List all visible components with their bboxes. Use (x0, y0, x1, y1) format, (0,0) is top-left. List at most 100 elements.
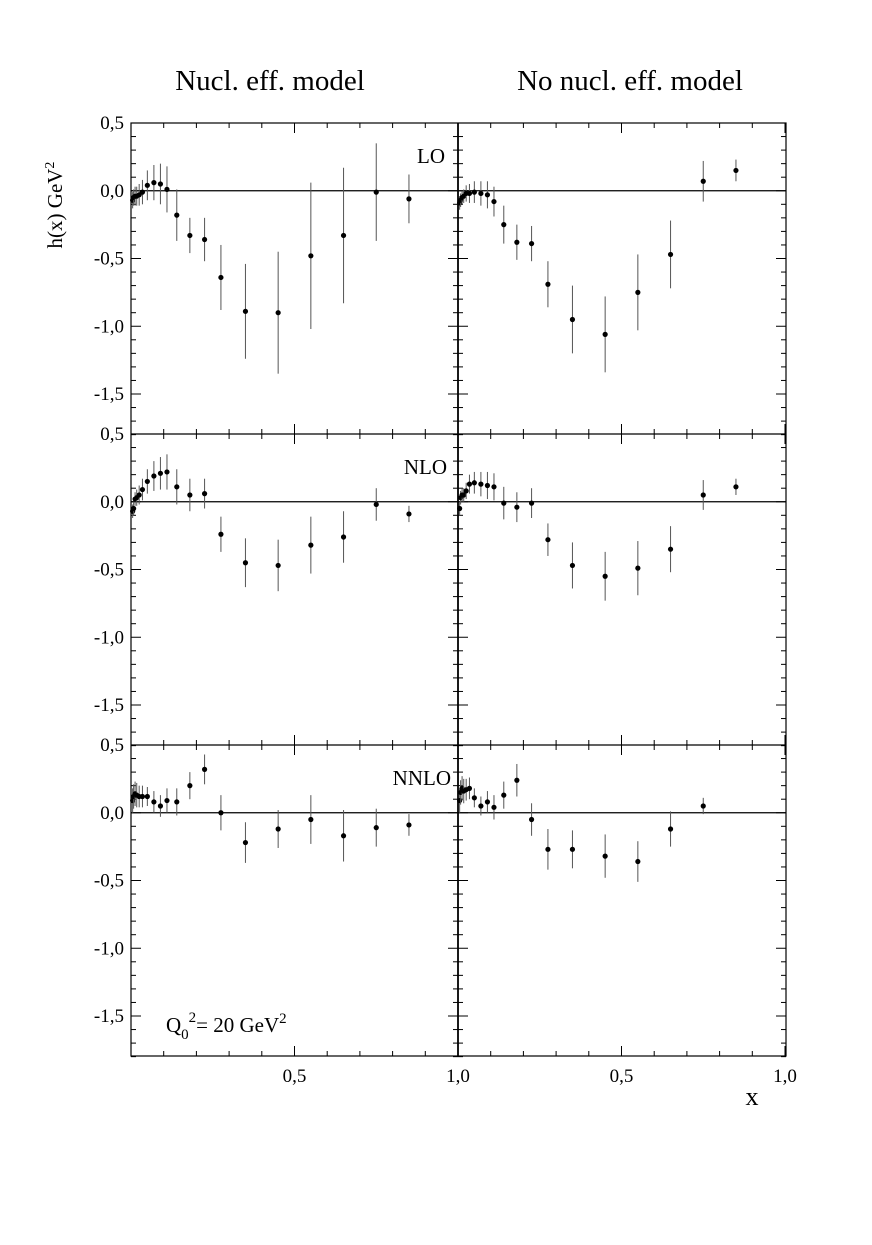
x-axis-label: x (746, 1082, 759, 1111)
tick-labels: 0,5 0,0 -0,5 -1,0 -1,5 0,5 0,0 -0,5 -1,0 -1,5 0,5 0… (94, 113, 797, 1087)
data-point (501, 792, 507, 798)
data-point (733, 484, 739, 490)
data-point (406, 511, 412, 517)
data-point (466, 785, 473, 791)
data-point (201, 236, 208, 243)
x-tick-label: 0,5 (283, 1066, 307, 1087)
y-tick-label: 0,0 (100, 181, 124, 202)
data-point (144, 478, 150, 485)
data-point (131, 505, 137, 512)
data-point (308, 253, 314, 259)
data-point (340, 232, 347, 239)
data-point (635, 289, 641, 295)
data-point (275, 562, 281, 569)
column-title-left: Nucl. eff. model (175, 65, 365, 97)
panel-frames (130, 122, 787, 1057)
data-point (545, 537, 551, 543)
data-point (201, 491, 208, 497)
data-point (700, 492, 706, 498)
data-point (457, 505, 463, 512)
y-tick-label: -1,5 (94, 1006, 124, 1027)
data-point (501, 222, 507, 228)
data-point (700, 178, 706, 184)
data-point (491, 484, 497, 490)
y-tick-label: 0,0 (100, 492, 124, 513)
data-point (164, 797, 170, 804)
scale-annotation: Q02= 20 GeV2 (166, 1010, 287, 1043)
data-point (700, 803, 706, 809)
data-point (491, 198, 497, 205)
y-tick-label: -1,5 (94, 695, 124, 716)
data-point (218, 531, 224, 537)
data-point (144, 793, 150, 800)
data-point (514, 239, 520, 245)
data-point (733, 167, 739, 174)
data-point (308, 542, 314, 548)
y-tick-label: -1,5 (94, 384, 124, 405)
data-point (484, 799, 491, 805)
data-point (308, 816, 314, 823)
data-point (174, 799, 180, 805)
data-point (242, 839, 249, 846)
data-point (463, 488, 469, 494)
data-point (635, 565, 641, 571)
data-point (667, 546, 674, 552)
data-point (174, 212, 180, 218)
data-point (139, 486, 146, 493)
y-tick-label: -1,0 (94, 627, 124, 648)
data-point (471, 189, 477, 195)
data-point (478, 190, 484, 197)
data-point (144, 182, 150, 188)
y-tick-label: -1,0 (94, 316, 124, 337)
data-point (471, 480, 477, 486)
data-point (514, 504, 520, 510)
data-point (478, 803, 484, 809)
column-title-right: No nucl. eff. model (517, 65, 743, 97)
data-point (406, 822, 412, 828)
panel-label-nlo: NLO (404, 455, 447, 479)
data-point (528, 240, 535, 247)
data-point (602, 853, 608, 859)
x-tick-label: 0,5 (610, 1066, 634, 1087)
data-point (164, 186, 170, 192)
data-point (275, 310, 281, 316)
x-tick-label: 1,0 (773, 1066, 797, 1087)
data-point (484, 192, 491, 198)
data-point (174, 484, 180, 490)
data-point (491, 804, 497, 810)
data-point (471, 795, 477, 801)
y-axis-label: h(x) GeV2 (43, 162, 67, 249)
data-point (461, 492, 467, 498)
y-tick-label: 0,5 (100, 735, 124, 756)
y-tick-label: 0,5 (100, 424, 124, 445)
data-point (151, 473, 157, 479)
data-point (218, 274, 224, 281)
y-tick-label: 0,0 (100, 803, 124, 824)
data-point (514, 777, 520, 783)
data-point (528, 816, 535, 823)
data-point (340, 534, 347, 540)
data-point (139, 189, 146, 195)
y-tick-label: -0,5 (94, 871, 124, 892)
data-point (136, 492, 142, 498)
data-point (569, 846, 576, 852)
data-point (528, 500, 535, 506)
data-point (164, 469, 170, 475)
y-tick-label: -0,5 (94, 560, 124, 581)
data-points (130, 143, 739, 882)
data-point (340, 833, 347, 839)
data-point (406, 196, 412, 202)
data-point (187, 783, 193, 789)
data-point (569, 316, 576, 323)
data-point (373, 501, 379, 508)
data-point (151, 799, 157, 805)
data-point (501, 500, 507, 506)
data-point (218, 810, 224, 816)
data-point (478, 481, 484, 487)
data-point (373, 189, 379, 195)
data-point (242, 308, 249, 314)
data-point (667, 251, 674, 258)
data-point (569, 562, 576, 569)
data-point (602, 331, 608, 337)
data-point (545, 846, 551, 852)
